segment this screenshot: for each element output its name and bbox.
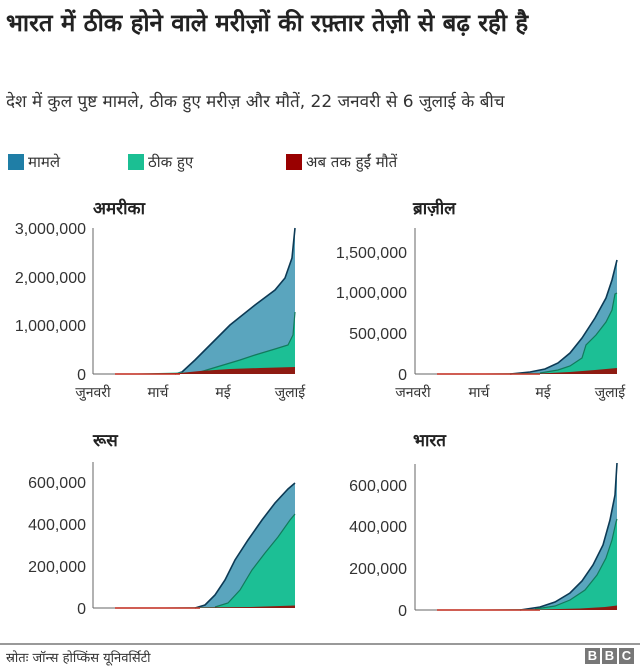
- svg-text:मई: मई: [535, 384, 551, 401]
- recovered-line-russia: [214, 513, 296, 608]
- x-axis-usa: जुनवरी मार्च मई जुलाई: [75, 384, 306, 401]
- bbc-logo-letter: B: [585, 648, 600, 664]
- svg-text:200,000: 200,000: [28, 559, 86, 576]
- series-usa: [115, 227, 296, 375]
- cases-area-usa: [115, 228, 295, 374]
- svg-text:मार्च: मार्च: [148, 384, 170, 401]
- legend-item-recovered: ठीक हुए: [128, 152, 193, 172]
- bbc-logo: B B C: [585, 648, 634, 664]
- svg-text:जुलाई: जुलाई: [595, 384, 627, 401]
- deaths-area-india: [437, 605, 617, 610]
- svg-text:600,000: 600,000: [28, 475, 86, 492]
- panel-title-brazil: ब्राज़ील: [412, 198, 457, 219]
- recovered-area-india: [437, 519, 617, 610]
- x-axis-brazil: जनवरी मार्च मई जुलाई: [395, 384, 626, 401]
- y-axis-india: 600,000 400,000 200,000 0: [349, 478, 407, 620]
- svg-text:0: 0: [398, 367, 407, 384]
- svg-text:1,000,000: 1,000,000: [336, 285, 407, 302]
- legend: मामले ठीक हुए अब तक हुईं मौतें: [8, 152, 628, 178]
- svg-text:0: 0: [77, 601, 86, 618]
- cases-swatch-icon: [8, 154, 24, 170]
- y-axis-russia: 600,000 400,000 200,000 0: [28, 475, 86, 618]
- svg-text:600,000: 600,000: [349, 478, 407, 495]
- cases-line-india: [519, 462, 618, 611]
- svg-text:0: 0: [398, 603, 407, 620]
- legend-item-deaths: अब तक हुईं मौतें: [286, 152, 397, 172]
- legend-item-cases: मामले: [8, 152, 60, 172]
- svg-text:मई: मई: [215, 384, 231, 401]
- deaths-area-usa: [115, 367, 295, 374]
- y-axis-brazil: 1,500,000 1,000,000 500,000 0: [336, 245, 407, 384]
- svg-text:जुनवरी: जुनवरी: [75, 384, 111, 401]
- deaths-swatch-icon: [286, 154, 302, 170]
- cases-line-russia: [194, 482, 296, 609]
- recovered-area-brazil: [437, 293, 617, 374]
- panel-india: भारत 600,000 400,000 200,000 0: [349, 431, 618, 620]
- svg-text:जुलाई: जुलाई: [275, 384, 307, 401]
- source-note: स्रोतः जॉन्स होप्किंस यूनिवर्सिटी: [6, 651, 151, 666]
- recovered-line-india: [534, 518, 618, 610]
- svg-text:0: 0: [77, 367, 86, 384]
- bbc-logo-letter: C: [619, 648, 634, 664]
- svg-text:200,000: 200,000: [349, 561, 407, 578]
- legend-label-recovered: ठीक हुए: [148, 153, 194, 171]
- deaths-area-brazil: [437, 368, 617, 374]
- panel-russia: रूस 600,000 400,000 200,000 0: [28, 431, 296, 618]
- panel-title-usa: अमरीका: [93, 198, 146, 219]
- panel-brazil: ब्राज़ील 1,500,000 1,000,000 500,000 0 ज…: [336, 198, 626, 401]
- svg-text:जनवरी: जनवरी: [395, 384, 431, 401]
- legend-label-deaths: अब तक हुईं मौतें: [306, 153, 398, 171]
- recovered-area-usa: [115, 312, 295, 374]
- y-axis-usa: 3,000,000 2,000,000 1,000,000 0: [15, 221, 86, 384]
- svg-text:400,000: 400,000: [349, 519, 407, 536]
- recovered-line-usa: [199, 311, 296, 373]
- series-india: [437, 462, 618, 611]
- svg-text:400,000: 400,000: [28, 517, 86, 534]
- recovered-area-russia: [115, 514, 295, 608]
- recovered-swatch-icon: [128, 154, 144, 170]
- panel-title-russia: रूस: [92, 431, 119, 451]
- svg-text:1,500,000: 1,500,000: [336, 245, 407, 262]
- bbc-logo-letter: B: [602, 648, 617, 664]
- svg-text:1,000,000: 1,000,000: [15, 318, 86, 335]
- chart-subtitle: देश में कुल पुष्ट मामले, ठीक हुए मरीज़ औ…: [6, 92, 505, 112]
- svg-text:500,000: 500,000: [349, 326, 407, 343]
- cases-line-usa: [174, 227, 296, 375]
- footer-divider: [0, 643, 640, 645]
- panel-title-india: भारत: [413, 431, 447, 451]
- panel-usa: अमरीका 3,000,000 2,000,000 1,000,000 0 ज…: [15, 198, 306, 401]
- svg-text:3,000,000: 3,000,000: [15, 221, 86, 238]
- deaths-area-russia: [115, 605, 295, 608]
- series-russia: [115, 482, 296, 609]
- series-brazil: [437, 259, 618, 375]
- svg-text:2,000,000: 2,000,000: [15, 270, 86, 287]
- legend-label-cases: मामले: [28, 153, 60, 171]
- cases-line-brazil: [509, 259, 618, 375]
- recovered-line-brazil: [539, 292, 618, 374]
- svg-text:मार्च: मार्च: [469, 384, 491, 401]
- chart-title: भारत में ठीक होने वाले मरीज़ों की रफ़्ता…: [6, 9, 529, 37]
